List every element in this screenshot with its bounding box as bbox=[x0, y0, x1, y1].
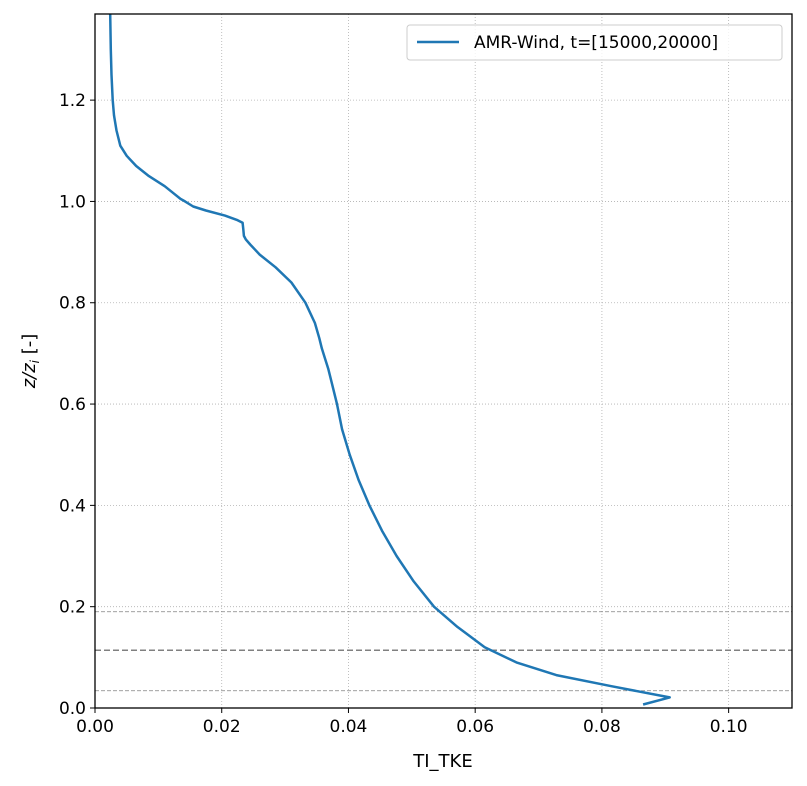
x-tick-label: 0.06 bbox=[456, 717, 494, 737]
y-tick-label: 0.6 bbox=[59, 395, 86, 415]
reference-lines bbox=[95, 611, 792, 692]
x-axis: 0.00 0.02 0.04 0.06 0.08 0.10 bbox=[76, 708, 748, 737]
x-tick-label: 0.10 bbox=[710, 717, 748, 737]
legend: AMR-Wind, t=[15000,20000] bbox=[406, 24, 783, 61]
plot-frame bbox=[94, 13, 793, 709]
legend-box bbox=[406, 24, 783, 61]
y-tick-label: 0.2 bbox=[59, 598, 86, 618]
x-axis-label: TI_TKE bbox=[412, 751, 472, 772]
x-tick-label: 0.08 bbox=[583, 717, 621, 737]
y-axis: 0.0 0.2 0.4 0.6 0.8 1.0 1.2 bbox=[59, 91, 95, 719]
y-axis-label-unit: [-] bbox=[19, 334, 40, 360]
y-axis-label-subscript: i bbox=[28, 359, 42, 363]
series-layer bbox=[108, 13, 671, 706]
series-line bbox=[108, 13, 671, 706]
y-tick-label: 1.2 bbox=[59, 91, 86, 111]
y-tick-label: 0.8 bbox=[59, 294, 86, 314]
x-tick-label: 0.00 bbox=[76, 717, 114, 737]
y-tick-label: 0.4 bbox=[59, 496, 86, 516]
y-axis-label: z/zi [-] bbox=[19, 334, 42, 390]
y-tick-label: 0.0 bbox=[59, 699, 86, 719]
legend-label: AMR-Wind, t=[15000,20000] bbox=[474, 33, 718, 53]
y-axis-label-main: z/z bbox=[19, 363, 40, 390]
y-tick-label: 1.0 bbox=[59, 192, 86, 212]
x-tick-label: 0.04 bbox=[330, 717, 368, 737]
x-tick-label: 0.02 bbox=[203, 717, 241, 737]
